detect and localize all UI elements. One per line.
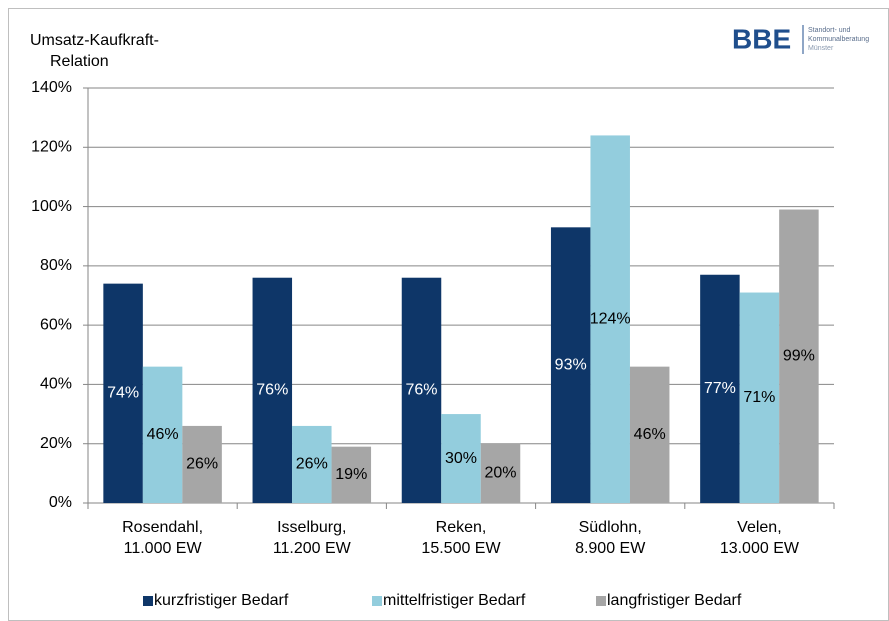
- bar: [331, 446, 372, 503]
- y-tick-label: 120%: [31, 139, 72, 156]
- chart-title: Relation: [50, 53, 109, 70]
- y-tick-label: 40%: [40, 376, 72, 393]
- bar: [292, 425, 332, 503]
- logo-text: Münster: [808, 45, 834, 52]
- value-label: 20%: [484, 465, 516, 482]
- value-label: 19%: [335, 466, 367, 483]
- legend-swatch: [596, 596, 606, 606]
- y-tick-label: 80%: [40, 257, 72, 274]
- value-label: 99%: [783, 347, 815, 364]
- x-tick-label: 8.900 EW: [575, 540, 646, 557]
- y-tick-label: 20%: [40, 435, 72, 452]
- x-tick-label: 11.200 EW: [273, 540, 352, 557]
- bar: [590, 135, 630, 503]
- x-tick-label: 15.500 EW: [421, 540, 501, 557]
- bar: [629, 366, 670, 503]
- x-tick-label: Rosendahl,: [122, 519, 203, 536]
- value-label: 74%: [107, 385, 139, 402]
- x-tick-label: Isselburg,: [277, 519, 346, 536]
- x-tick-label: Reken,: [436, 519, 487, 536]
- bar: [700, 274, 740, 503]
- value-label: 76%: [256, 382, 288, 399]
- logo-brand: BBE: [732, 23, 791, 54]
- value-label: 46%: [634, 426, 666, 443]
- value-label: 93%: [555, 356, 587, 373]
- value-label: 71%: [743, 389, 775, 406]
- bar: [739, 292, 780, 503]
- chart-title: Umsatz-Kaufkraft-: [30, 32, 159, 49]
- y-tick-label: 0%: [49, 494, 72, 511]
- y-tick-label: 140%: [31, 79, 72, 96]
- value-label: 124%: [590, 310, 631, 327]
- x-tick-label: Velen,: [737, 519, 781, 536]
- bar: [550, 227, 591, 504]
- value-label: 77%: [704, 380, 736, 397]
- bar: [252, 277, 293, 503]
- value-label: 26%: [296, 456, 328, 473]
- bar: [142, 366, 183, 503]
- bar: [441, 414, 481, 503]
- x-tick-label: Südlohn,: [579, 519, 642, 536]
- value-label: 46%: [147, 426, 179, 443]
- legend-label: langfristiger Bedarf: [607, 592, 742, 609]
- legend-label: kurzfristiger Bedarf: [154, 592, 289, 609]
- y-tick-label: 100%: [31, 198, 72, 215]
- value-label: 26%: [186, 456, 218, 473]
- value-label: 30%: [445, 450, 477, 467]
- y-tick-label: 60%: [40, 316, 72, 333]
- x-tick-label: 13.000 EW: [720, 540, 800, 557]
- bar: [480, 443, 521, 503]
- logo-text: Standort- und: [808, 27, 851, 34]
- legend-label: mittelfristiger Bedarf: [383, 592, 526, 609]
- bar: [182, 425, 222, 503]
- logo-text: Kommunalberatung: [808, 36, 869, 43]
- legend-swatch: [372, 596, 382, 606]
- value-label: 76%: [405, 382, 437, 399]
- bar: [103, 283, 143, 503]
- bar: [779, 209, 819, 504]
- legend-swatch: [143, 596, 153, 606]
- bar: [401, 277, 442, 503]
- x-tick-label: 11.000 EW: [124, 540, 203, 557]
